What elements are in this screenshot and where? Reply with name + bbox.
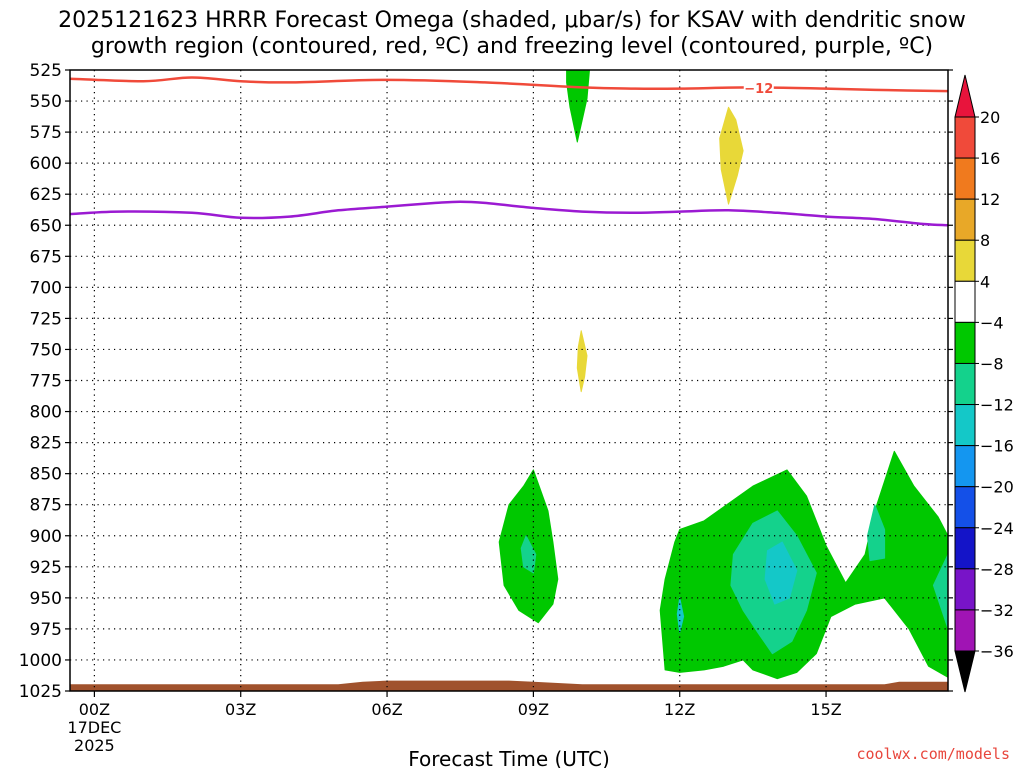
omega-region-green-upper-10z [566, 70, 590, 143]
x-tick-label-00Z: 00Z [79, 700, 110, 719]
colorbar-label-9: −20 [980, 478, 1014, 497]
x-tick-label-12Z: 12Z [664, 700, 695, 719]
contour-freezing-level [70, 200, 948, 227]
y-tick-label-725: 725 [30, 309, 62, 329]
colorbar-segment-11 [954, 568, 976, 611]
y-tick-label-900: 900 [30, 527, 62, 547]
colorbar-segment-6 [954, 362, 976, 406]
colorbar-bottom-arrow [954, 650, 976, 693]
y-tick-label-650: 650 [30, 216, 62, 236]
x-tick-label-09Z: 09Z [518, 700, 549, 719]
colorbar-label-8: −16 [980, 437, 1014, 456]
colorbar-segment-0 [954, 116, 976, 159]
y-tick-label-975: 975 [30, 620, 62, 640]
colorbar-label-5: −4 [980, 313, 1004, 332]
colorbar-segment-5 [954, 321, 976, 364]
y-tick-label-600: 600 [30, 154, 62, 174]
omega-shading-layer [70, 70, 948, 691]
chart-title-line1: 2025121623 HRRR Forecast Omega (shaded, … [58, 8, 966, 33]
colorbar-top-arrow [954, 74, 976, 118]
y-tick-label-950: 950 [30, 589, 62, 609]
y-tick-label-550: 550 [30, 92, 62, 112]
axes-layer: 525 550 575 600 625 650 675 700 725 750 775 800 825 8… [19, 61, 953, 768]
y-tick-label-775: 775 [30, 372, 62, 392]
x-tick-label-06Z: 06Z [371, 700, 402, 719]
x-date-label: 17DEC [67, 718, 121, 737]
contour-dendritic-growth-minus12 [70, 76, 948, 93]
y-tick-label-750: 750 [30, 340, 62, 360]
source-credit[interactable]: coolwx.com/models [856, 745, 1010, 763]
y-tick-label-625: 625 [30, 185, 62, 205]
colorbar-segment-1 [954, 157, 976, 200]
omega-region-yellow-10z-mid [576, 330, 588, 393]
colorbar-segment-4 [954, 280, 976, 323]
x-year-label: 2025 [74, 736, 115, 755]
colorbar-label-10: −24 [980, 519, 1014, 538]
y-tick-label-925: 925 [30, 558, 62, 578]
surface-terrain [70, 680, 948, 691]
colorbar-segment-2 [954, 198, 976, 241]
colorbar-segment-9 [954, 486, 976, 529]
omega-region-teal-09z [520, 535, 537, 574]
colorbar-segment-8 [954, 445, 976, 488]
colorbar-label-3: 8 [980, 231, 990, 250]
colorbar-label-13: −36 [980, 642, 1014, 661]
colorbar-segment-3 [954, 239, 976, 282]
omega-region-cyan-12z-small [676, 597, 685, 634]
colorbar-label-2: 12 [980, 190, 1000, 209]
colorbar-label-11: −28 [980, 560, 1014, 579]
y-tick-label-675: 675 [30, 247, 62, 267]
colorbar-label-4: 4 [980, 272, 990, 291]
colorbar-label-0: 20 [980, 108, 1000, 127]
colorbar-segment-7 [954, 404, 976, 447]
y-tick-label-1025: 1025 [19, 682, 62, 702]
colorbar-label-6: −8 [980, 354, 1004, 373]
y-tick-label-525: 525 [30, 61, 62, 81]
y-tick-label-875: 875 [30, 496, 62, 516]
y-tick-label-800: 800 [30, 403, 62, 423]
contour-layer: −12 [70, 76, 948, 227]
y-tick-label-575: 575 [30, 123, 62, 143]
omega-region-teal-16z [867, 504, 886, 562]
colorbar-label-12: −32 [980, 601, 1014, 620]
omega-region-yellow-13z [719, 106, 744, 205]
y-tick-label-850: 850 [30, 465, 62, 485]
contour-label-text: −12 [744, 82, 773, 97]
y-tick-label-700: 700 [30, 278, 62, 298]
contour-label-bg [743, 80, 774, 96]
omega-region-teal-17z-edge [932, 553, 948, 630]
colorbar-label-1: 16 [980, 149, 1000, 168]
x-tick-label-03Z: 03Z [225, 700, 256, 719]
colorbar: 20 16 12 8 4 −4 −8 −12 −16 −20 −24 −28 −32 −36 [954, 74, 1014, 693]
y-tick-label-1000: 1000 [19, 651, 62, 671]
omega-region-cyan-14z [764, 541, 798, 605]
x-tick-label-15Z: 15Z [810, 700, 841, 719]
colorbar-segment-10 [954, 527, 976, 570]
colorbar-label-7: −12 [980, 396, 1014, 415]
grid-layer [70, 70, 948, 691]
x-axis-title: Forecast Time (UTC) [408, 747, 610, 768]
colorbar-segment-12 [954, 609, 976, 652]
y-tick-label-825: 825 [30, 434, 62, 454]
chart-title-line2: growth region (contoured, red, ºC) and f… [90, 34, 934, 59]
